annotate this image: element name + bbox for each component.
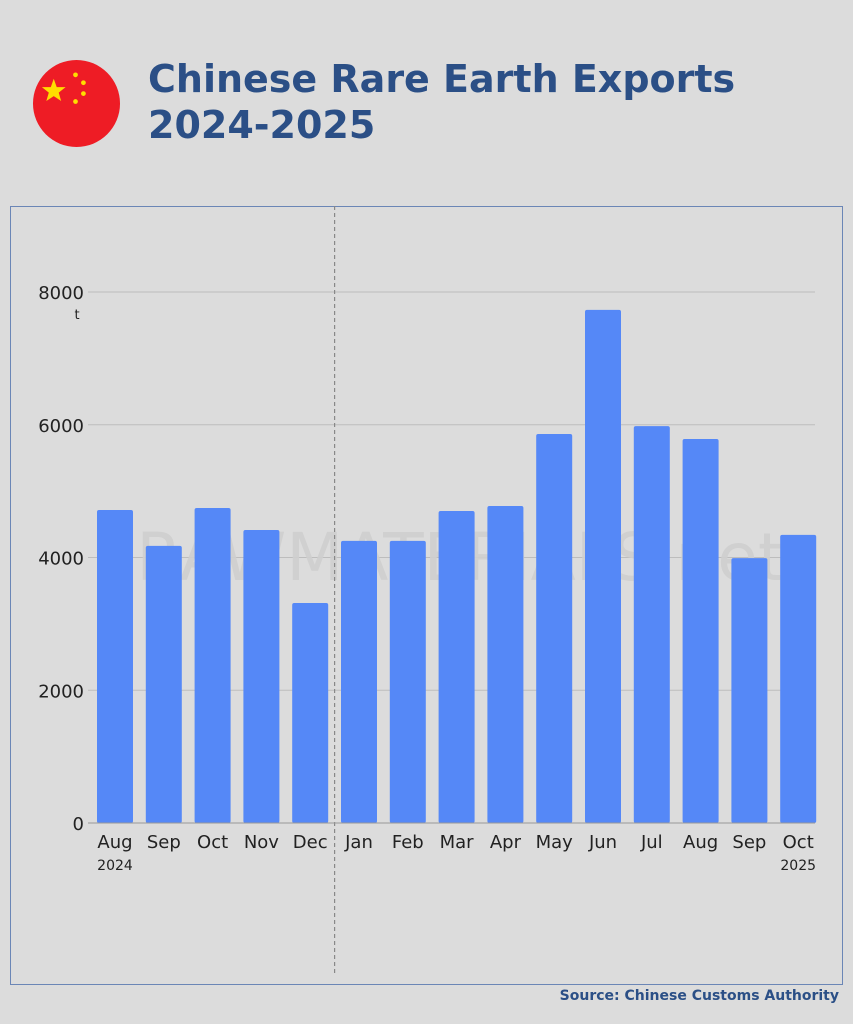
y-tick-label: 2000 bbox=[38, 681, 84, 702]
bar bbox=[341, 540, 377, 823]
y-unit-label: t bbox=[74, 308, 79, 323]
x-tick-label: Aug bbox=[97, 832, 132, 853]
bar bbox=[389, 540, 426, 823]
x-tick-label: Apr bbox=[490, 832, 522, 853]
bar bbox=[585, 309, 621, 823]
x-tick-label: Sep bbox=[147, 832, 181, 853]
bar bbox=[780, 534, 817, 823]
x-tick-label: Jun bbox=[588, 832, 617, 853]
x-tick-label: May bbox=[536, 832, 574, 853]
y-tick-label: 4000 bbox=[38, 549, 84, 570]
bar bbox=[97, 510, 133, 823]
bar bbox=[145, 545, 182, 823]
bar bbox=[536, 434, 573, 823]
chart-title: Chinese Rare Earth Exports 2024-2025 bbox=[148, 56, 735, 148]
x-tick-label: Feb bbox=[392, 832, 424, 853]
source-note: Source: Chinese Customs Authority bbox=[559, 988, 839, 1004]
y-tick-label: 0 bbox=[73, 814, 84, 835]
x-tick-label: Jan bbox=[344, 832, 373, 853]
x-tick-label: Oct bbox=[197, 832, 228, 853]
x-tick-label: Aug bbox=[683, 832, 718, 853]
china-flag-icon bbox=[32, 59, 121, 148]
bar bbox=[682, 439, 719, 823]
bar bbox=[292, 602, 329, 823]
y-tick-label: 8000 bbox=[38, 283, 84, 304]
x-tick-label: Dec bbox=[293, 832, 328, 853]
chart-frame bbox=[10, 206, 843, 985]
x-tick-label: Oct bbox=[783, 832, 814, 853]
title-line-1: Chinese Rare Earth Exports bbox=[148, 57, 736, 101]
title-line-2: 2024-2025 bbox=[148, 103, 376, 147]
x-tick-label: Mar bbox=[440, 832, 475, 853]
x-tick-label: Nov bbox=[244, 832, 279, 853]
x-tick-label: Jul bbox=[640, 832, 663, 853]
year-label: 2025 bbox=[780, 858, 816, 874]
bar bbox=[438, 511, 475, 823]
bar bbox=[633, 426, 670, 823]
y-tick-label: 6000 bbox=[38, 416, 84, 437]
year-label: 2024 bbox=[97, 858, 133, 874]
x-tick-label: Sep bbox=[732, 832, 766, 853]
bar bbox=[194, 508, 231, 823]
bar bbox=[731, 558, 768, 823]
bar bbox=[243, 529, 280, 823]
bar bbox=[487, 506, 524, 823]
